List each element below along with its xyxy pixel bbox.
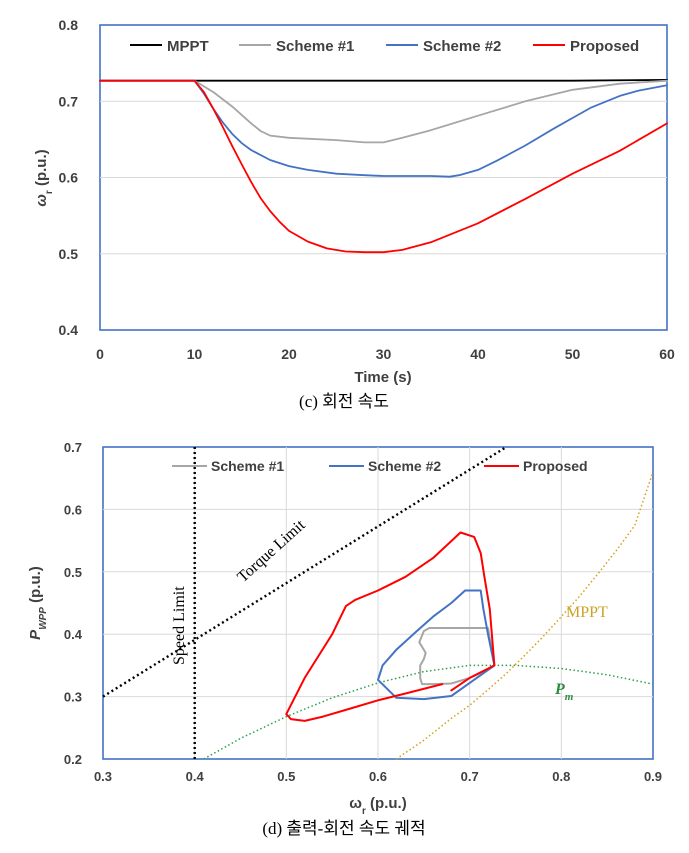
y-tick-label-0: 0.7 [59,93,79,109]
x-tick-label-0: 10 [187,346,203,362]
speed-limit-label: Speed Limit [171,586,188,665]
x-axis-title-d-main: ω [349,795,362,812]
series-line-proposed-0 [99,79,668,254]
y-axis-title-d-main: P [27,629,44,640]
caption-d: (d) 출력-회전 속도 궤적 [262,819,425,838]
mppt-curve-label: MPPT [566,604,608,621]
y-axis-title-d-unit: (p.u.) [27,566,44,607]
x-tick-label-1: 0.8 [552,769,570,784]
y-tick-label-1: 0.7 [64,440,82,455]
x-tick-label-0: 50 [565,346,581,362]
legend-d-proposed-label: Proposed [523,458,588,474]
y-axis-title-c-unit: (p.u.) [33,149,50,190]
x-axis-title-d: ωr (p.u.) [349,795,406,817]
ref-line-mppt [395,471,654,760]
chart-speed-vs-time: 0.4 0.5 0.6 0.7 0.8 0 10 20 30 40 50 60 MPPT Scheme… [33,17,675,411]
legend-c-scheme2-label: Scheme #2 [423,38,501,55]
y-axis-title-c-sub: r [44,190,55,194]
y-tick-label-0: 0.8 [59,17,79,33]
x-tick-label-0: 40 [470,346,486,362]
series-line-scheme-1-0 [99,79,668,144]
y-axis-title-d-sub: WPP [38,607,49,630]
x-tick-label-0: 30 [376,346,392,362]
legend-c-scheme1-label: Scheme #1 [276,38,354,55]
series-group-c [99,79,668,254]
caption-c: (c) 회전 속도 [299,392,389,411]
legend-d-scheme2-label: Scheme #2 [368,458,441,474]
y-axis-title-d: PWPP (p.u.) [27,566,49,640]
legend-d-scheme1-label: Scheme #1 [211,458,284,474]
x-tick-label-1: 0.4 [186,769,205,784]
chart-power-speed-trajectory: 0.20.30.40.50.60.70.3 0.4 0.5 0.6 0.7 0.8 0.9 … [27,440,662,838]
y-tick-label-0: 0.6 [59,170,79,186]
y-tick-label-0: 0.5 [59,246,79,262]
y-tick-label-1: 0.3 [64,690,82,705]
series-line-scheme-1-1 [418,627,496,686]
x-axis-title-d-unit: (p.u.) [366,795,407,812]
x-tick-label-0: 20 [281,346,297,362]
y-tick-label-1: 0.2 [64,752,82,767]
y-tick-label-1: 0.5 [64,565,82,580]
x-tick-label-1: 0.3 [94,769,112,784]
series-group-d [285,531,496,722]
legend-c-proposed-label: Proposed [570,38,639,55]
y-axis-title-c: ωr (p.u.) [33,149,55,206]
pm-curve-label-main: P [554,681,565,698]
x-axis-title-c: Time (s) [354,369,411,386]
series-line-scheme-2-0 [99,79,668,178]
x-axis-title-d-sub: r [362,806,366,817]
series-line-mppt-0 [99,79,668,82]
y-tick-label-1: 0.6 [64,502,82,517]
series-line-scheme-2-1 [377,589,496,701]
x-tick-label-0: 60 [659,346,675,362]
y-axis-title-c-main: ω [33,194,50,207]
grid-c [100,100,667,255]
y-tick-label-1: 0.4 [64,627,83,642]
x-tick-label-0: 0 [96,346,104,362]
legend-c: MPPT Scheme #1 Scheme #2 Proposed [130,38,639,55]
series-line-proposed-1 [285,531,496,722]
reference-lines-d [102,445,654,760]
x-tick-label-1: 0.6 [369,769,387,784]
y-tick-label-0: 0.4 [59,322,79,338]
x-tick-label-1: 0.5 [277,769,295,784]
ref-line-torque-limit [102,445,507,698]
legend-d: Scheme #1 Scheme #2 Proposed [172,458,588,474]
x-tick-label-1: 0.9 [644,769,662,784]
legend-c-mppt-label: MPPT [167,38,209,55]
x-tick-label-1: 0.7 [461,769,479,784]
pm-curve-label-sub: m [565,691,574,703]
ticks-d: 0.2 0.3 0.4 0.5 0.6 0.7 0.3 0.4 0.5 0.6 0.7 0.8 0.9 [64,440,662,784]
ticks-c: 0.4 0.5 0.6 0.7 0.8 0 10 20 30 40 50 60 [59,17,675,362]
pm-curve-label: Pm [554,681,574,703]
